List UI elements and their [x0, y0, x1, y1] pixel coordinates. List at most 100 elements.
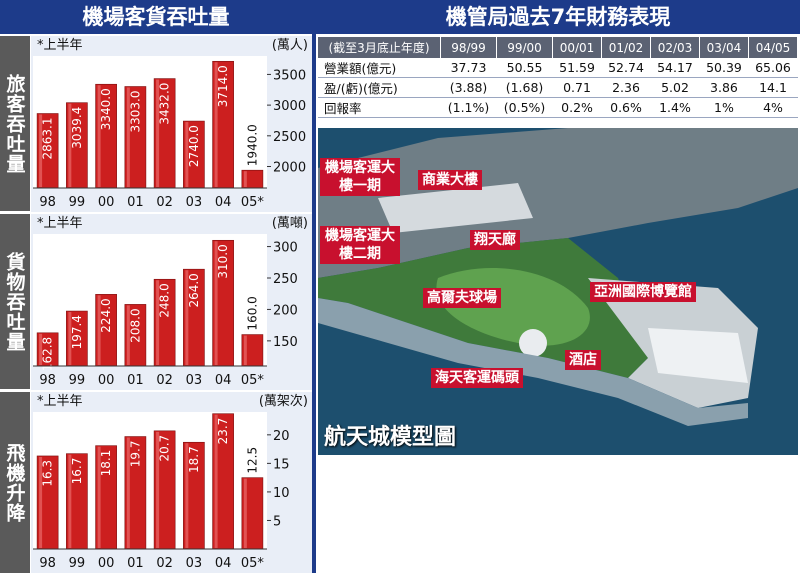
- table-cell: 3.86: [699, 77, 749, 98]
- table-row: 回報率 (1.1%) (0.5%) 0.2% 0.6% 1.4% 1% 4%: [318, 97, 798, 118]
- y-tick-label: 250: [273, 272, 298, 287]
- chart-unit: (萬架次): [259, 393, 308, 409]
- table-cell: 50.55: [496, 58, 553, 78]
- bar-highlight: [97, 446, 101, 548]
- terminal-building: [378, 183, 533, 233]
- x-tick-label: 98: [39, 556, 56, 571]
- finance-header-cell: 98/99: [440, 37, 498, 58]
- chart-note: *上半年: [37, 394, 83, 409]
- table-row: 盈/(虧)(億元) (3.88) (1.68) 0.71 2.36 5.02 3…: [318, 77, 798, 98]
- bar-highlight: [185, 122, 189, 187]
- x-tick-label: 04: [215, 373, 232, 388]
- x-tick-label: 05*: [241, 373, 265, 388]
- bar-value-label: 264.0: [187, 273, 201, 307]
- bar-highlight: [243, 171, 247, 187]
- x-tick-label: 05*: [241, 556, 265, 571]
- x-tick-label: 04: [215, 556, 232, 571]
- y-tick-label: 5: [273, 514, 281, 529]
- y-tick-label: 150: [273, 335, 298, 350]
- finance-header-cell: 00/01: [552, 37, 603, 58]
- bar-value-label: 224.0: [99, 298, 113, 332]
- airport-city-model-map: 機場客運大樓一期 商業大樓 機場客運大樓二期 翔天廊 高爾夫球場 亞洲國際博覽館…: [318, 128, 798, 455]
- bar-highlight: [68, 103, 72, 187]
- callout-hotel: 酒店: [565, 350, 601, 370]
- bar-value-label: 3714.0: [216, 65, 230, 107]
- y-tick-label: 2500: [273, 130, 306, 145]
- x-tick-label: 03: [186, 195, 203, 210]
- table-cell: 65.06: [748, 58, 798, 78]
- table-cell: 2.36: [601, 77, 651, 98]
- x-tick-label: 01: [127, 373, 144, 388]
- x-tick-label: 01: [127, 195, 144, 210]
- map-illustration: [318, 128, 798, 455]
- x-tick-label: 98: [39, 373, 56, 388]
- bar-highlight: [126, 87, 130, 187]
- callout-asia-expo: 亞洲國際博覽館: [590, 282, 696, 302]
- y-tick-label: 10: [273, 486, 290, 501]
- x-tick-label: 00: [98, 195, 115, 210]
- bar-highlight: [39, 114, 43, 187]
- bar-value-label: 3039.4: [70, 107, 84, 149]
- bar-highlight: [97, 85, 101, 187]
- finance-header-cell: 04/05: [748, 37, 799, 58]
- golf-course-area: [436, 268, 590, 346]
- callout-ferry-terminal: 海天客運碼頭: [431, 368, 523, 388]
- table-cell: 1.4%: [650, 97, 700, 118]
- y-tick-label: 300: [273, 241, 298, 256]
- bar-highlight: [214, 414, 218, 548]
- table-cell: (0.5%): [496, 97, 553, 118]
- table-cell: 54.17: [650, 58, 700, 78]
- y-tick-label: 3000: [273, 99, 306, 114]
- bar-highlight: [68, 312, 72, 365]
- chart-unit: (萬噸): [272, 216, 308, 231]
- y-tick-label: 20: [273, 429, 290, 444]
- bar-highlight: [156, 280, 160, 365]
- callout-golf-course: 高爾夫球場: [423, 288, 501, 308]
- bar-value-label: 16.3: [41, 460, 55, 487]
- table-cell: 37.73: [440, 58, 497, 78]
- chart-unit: (萬人): [272, 38, 308, 53]
- bar-value-label: 20.7: [158, 435, 172, 462]
- bar-value-label: 1940.0: [245, 124, 259, 166]
- table-cell: 14.1: [748, 77, 798, 98]
- table-cell: (3.88): [440, 77, 497, 98]
- passenger-chart: *上半年 (萬人) 2000 2500 3000 3500 2863.1 98 3039.4 99…: [31, 36, 312, 212]
- callout-terminal-2: 機場客運大樓二期: [320, 226, 400, 264]
- x-tick-label: 99: [69, 195, 86, 210]
- bar-value-label: 18.7: [187, 446, 201, 473]
- y-tick-label: 200: [273, 303, 298, 318]
- y-tick-label: 3500: [273, 68, 306, 83]
- chart-note: *上半年: [37, 38, 83, 53]
- row-label: 營業額(億元): [318, 58, 441, 78]
- cargo-chart: *上半年 (萬噸) 150 200 250 300 162.8 98 197.4 99 224.0 0…: [31, 214, 312, 390]
- side-label-cargo: 貨物吞吐量: [0, 214, 30, 389]
- x-tick-label: 05*: [241, 195, 265, 210]
- table-cell: 51.59: [552, 58, 602, 78]
- bar-value-label: 197.4: [70, 315, 84, 349]
- finance-header-cell: 03/04: [699, 37, 749, 58]
- side-label-passengers: 旅客吞吐量: [0, 36, 30, 211]
- bar-highlight: [126, 437, 130, 548]
- bar-value-label: 162.8: [41, 337, 55, 371]
- hotel-building: [519, 329, 547, 357]
- x-tick-label: 01: [127, 556, 144, 571]
- bar-highlight: [214, 241, 218, 365]
- side-label-flights: 飛機升降: [0, 392, 30, 573]
- bar-highlight: [126, 305, 130, 365]
- table-cell: 4%: [748, 97, 798, 118]
- bar-value-label: 160.0: [245, 296, 259, 330]
- left-title: 機場客貨吞吐量: [0, 0, 312, 34]
- bar-highlight: [185, 270, 189, 365]
- table-cell: 50.39: [699, 58, 749, 78]
- finance-header-cell: (截至3月底止年度): [318, 37, 441, 58]
- x-tick-label: 02: [156, 373, 173, 388]
- y-tick-label: 2000: [273, 161, 306, 176]
- callout-skyplaza: 翔天廊: [470, 230, 520, 250]
- callout-commercial-building: 商業大樓: [418, 170, 482, 190]
- y-tick-label: 15: [273, 457, 290, 472]
- finance-header-cell: 01/02: [601, 37, 651, 58]
- bar-value-label: 3303.0: [128, 91, 142, 133]
- bar-value-label: 310.0: [216, 244, 230, 278]
- bar-highlight: [185, 443, 189, 548]
- shoreline: [318, 298, 748, 426]
